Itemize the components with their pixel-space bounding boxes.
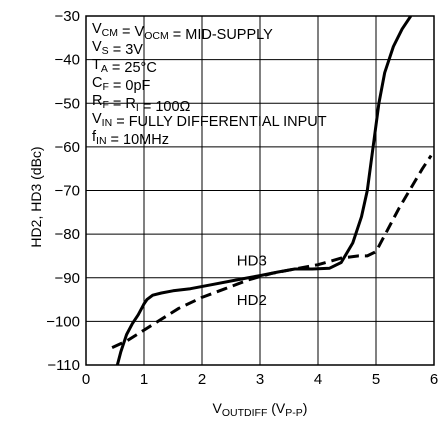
tick-labels: 0 1 2 3 4 5 6 −30 −40 −50 −60 −70 −80 −90 −100 −110 [46, 8, 438, 388]
y-axis-title: HD2, HD3 (dBc) [28, 146, 44, 247]
series-layer [111, 16, 433, 365]
y-tick-label: −40 [55, 52, 80, 69]
test-condition-line: VS = 3V [92, 39, 143, 58]
series-line-hd3 [115, 16, 413, 365]
x-tick-label: 6 [430, 371, 438, 388]
series-label-hd3: HD3 [237, 253, 267, 270]
y-tick-label: −110 [47, 357, 80, 374]
test-condition-line: RF = RI = 100Ω [92, 93, 191, 115]
series-label-hd2: HD2 [237, 292, 267, 309]
x-tick-label: 3 [256, 371, 264, 388]
x-axis-title: VOUTDIFF (VP-P) [213, 400, 308, 419]
series-line-hd2 [111, 154, 433, 349]
y-tick-label: −60 [55, 139, 80, 156]
y-tick-label: −50 [55, 95, 80, 112]
x-tick-label: 1 [140, 371, 148, 388]
test-condition-line: VIN = FULLY DIFFERENTIAL INPUT [92, 111, 327, 130]
plot-frame [85, 15, 435, 366]
y-tick-label: −30 [55, 8, 80, 25]
x-tick-label: 2 [198, 371, 206, 388]
y-tick-label: −70 [55, 183, 80, 200]
grid-lines [86, 16, 434, 365]
y-tick-label: −90 [55, 270, 80, 287]
test-condition-line: TA = 25°C [92, 57, 157, 76]
series-labels: HD3 HD2 [237, 253, 267, 310]
test-condition-line: fIN = 10MHz [92, 129, 169, 148]
test-condition-line: CF = 0pF [92, 75, 151, 94]
x-tick-label: 4 [314, 371, 322, 388]
x-tick-label: 0 [82, 371, 90, 388]
test-condition-line: VCM = VOCM = MID-SUPPLY [92, 21, 273, 43]
y-tick-label: −100 [46, 313, 80, 330]
y-tick-label: −80 [55, 226, 80, 243]
x-tick-label: 5 [372, 371, 380, 388]
